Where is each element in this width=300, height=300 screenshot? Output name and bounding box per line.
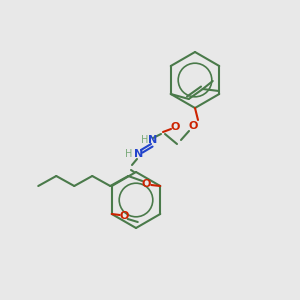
Text: N: N [148,135,158,145]
Text: O: O [170,122,180,132]
Text: N: N [134,149,144,159]
Text: O: O [142,179,151,189]
Text: O: O [119,211,128,221]
Text: H: H [141,135,149,145]
Text: O: O [188,121,198,131]
Text: H: H [125,149,133,159]
